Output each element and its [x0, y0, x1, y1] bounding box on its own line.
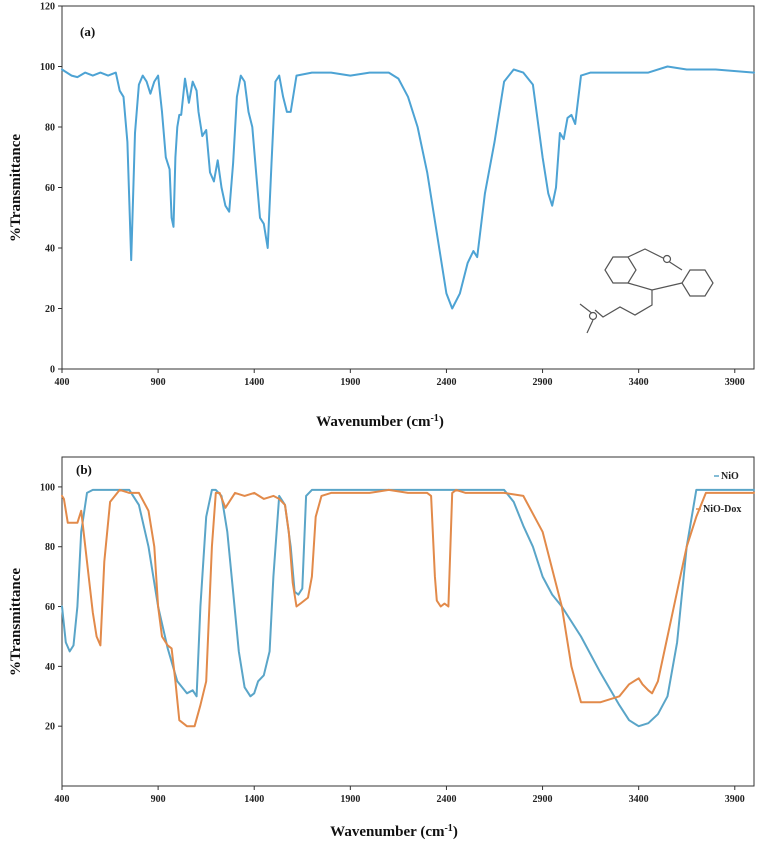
x-tick-label: 400	[55, 377, 70, 388]
y-axis-label-a: %Transmittance	[8, 134, 24, 242]
panel-label-a: (a)	[80, 24, 95, 39]
panel-label-b: (b)	[76, 462, 92, 477]
side-chain	[594, 290, 653, 318]
x-tick-label: 2900	[533, 377, 553, 388]
y-ticks-b: 20 40 60 80 100	[40, 482, 62, 733]
chart-panel-a: (a) 0 20 40 60 80 100 120 400 900 1400 1900 2400 29…	[8, 2, 755, 431]
series-group-a	[61, 65, 755, 310]
benzene-ring-left	[604, 256, 637, 284]
x-axis-label-a-main: Wavenumber (cm	[316, 414, 431, 430]
seven-ring-bottom	[627, 282, 683, 291]
n-methyl-down	[586, 319, 594, 334]
y-tick-label: 20	[45, 304, 55, 315]
y-axis-label-b: %Transmittance	[8, 568, 24, 676]
y-tick-label: 20	[45, 722, 55, 733]
benzene-ring-right	[681, 269, 714, 297]
x-axis-label-b-main: Wavenumber (cm	[330, 824, 445, 840]
y-tick-label: 100	[40, 62, 55, 73]
x-axis-label-b-sup: -1	[444, 823, 452, 834]
y-tick-label: 100	[40, 482, 55, 493]
y-tick-label: 60	[45, 183, 55, 194]
y-tick-label: 0	[50, 365, 55, 376]
x-ticks-a: 400 900 1400 1900 2400 2900 3400 3900	[55, 369, 745, 388]
seven-ring-bridge	[627, 248, 683, 271]
plot-frame-a	[61, 5, 755, 370]
y-ticks-a: 0 20 40 60 80 100 120	[40, 2, 62, 376]
x-tick-label: 400	[55, 794, 70, 805]
plot-frame-b	[61, 456, 755, 787]
x-axis-label-a: Wavenumber (cm-1)	[316, 413, 444, 431]
x-tick-label: 900	[151, 794, 166, 805]
x-tick-label: 3400	[629, 794, 649, 805]
legend-label-nio: NiO	[721, 471, 739, 482]
molecule-structure-inset	[579, 248, 714, 334]
series-group-b	[61, 488, 755, 728]
x-tick-label: 1400	[244, 794, 264, 805]
x-tick-label: 3900	[725, 794, 745, 805]
x-tick-label: 3900	[725, 377, 745, 388]
x-axis-label-a-close: )	[439, 414, 444, 430]
x-axis-label-a-sup: -1	[430, 413, 438, 424]
x-tick-label: 2400	[436, 377, 456, 388]
x-axis-label-b-close: )	[453, 824, 458, 840]
oxygen-atom	[662, 254, 672, 264]
legend-label-niodox: NiO-Dox	[703, 504, 741, 515]
y-tick-label: 60	[45, 602, 55, 613]
x-tick-label: 2900	[533, 794, 553, 805]
n-methyl-up	[579, 303, 594, 315]
x-tick-label: 2400	[436, 794, 456, 805]
x-ticks-b: 400 900 1400 1900 2400 2900 3400 3900	[55, 786, 745, 805]
y-tick-label: 80	[45, 123, 55, 134]
series-line-b-nio-dox	[61, 488, 755, 728]
nitrogen-atom	[588, 311, 598, 321]
x-axis-label-b: Wavenumber (cm-1)	[330, 823, 458, 841]
chart-panel-b: (b) 20 40 60 80 100 400 900 1400 1900 2400 2900 34…	[8, 456, 755, 841]
series-line-a-series-0	[61, 65, 755, 310]
x-tick-label: 1400	[244, 377, 264, 388]
y-tick-label: 40	[45, 244, 55, 255]
y-tick-label: 80	[45, 542, 55, 553]
x-tick-label: 900	[151, 377, 166, 388]
x-tick-label: 1900	[340, 377, 360, 388]
y-tick-label: 40	[45, 662, 55, 673]
legend-b: NiO NiO-Dox	[696, 471, 741, 515]
x-tick-label: 1900	[340, 794, 360, 805]
x-tick-label: 3400	[629, 377, 649, 388]
y-tick-label: 120	[40, 2, 55, 13]
